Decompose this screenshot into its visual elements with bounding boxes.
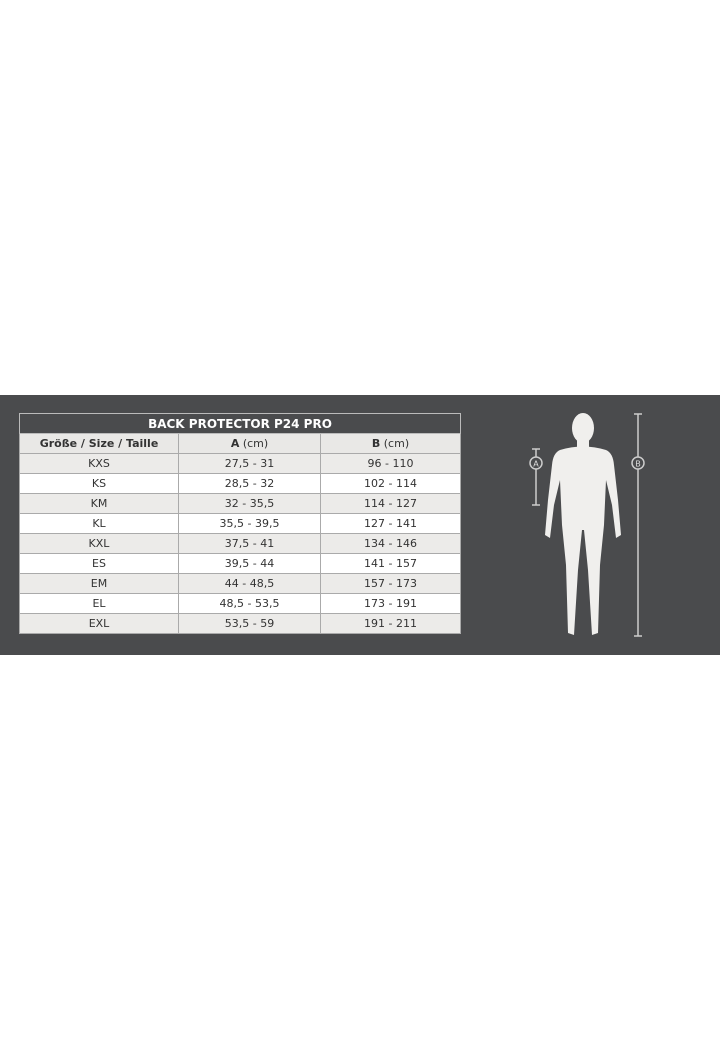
marker-a-circle (529, 456, 543, 470)
cell-b: 114 - 127 (320, 493, 461, 514)
size-chart-panel: BACK PROTECTOR P24 PRO Größe / Size / Ta… (0, 395, 720, 655)
human-silhouette (545, 413, 621, 635)
body-figure: A B (529, 413, 645, 637)
header-a: A (cm) (178, 433, 321, 454)
cell-b: 173 - 191 (320, 593, 461, 614)
cell-size: EL (19, 593, 179, 614)
cell-size: EM (19, 573, 179, 594)
cell-a: 44 - 48,5 (178, 573, 321, 594)
table-row: KM 32 - 35,5 114 - 127 (19, 493, 461, 514)
table-row: KL 35,5 - 39,5 127 - 141 (19, 513, 461, 534)
cell-size: EXL (19, 613, 179, 634)
header-size: Größe / Size / Taille (19, 433, 179, 454)
cell-size: ES (19, 553, 179, 574)
cell-a: 35,5 - 39,5 (178, 513, 321, 534)
cell-b: 127 - 141 (320, 513, 461, 534)
cell-a: 48,5 - 53,5 (178, 593, 321, 614)
cell-b: 191 - 211 (320, 613, 461, 634)
table-row: KXL 37,5 - 41 134 - 146 (19, 533, 461, 554)
table-row: ES 39,5 - 44 141 - 157 (19, 553, 461, 574)
marker-a: A (533, 460, 539, 469)
cell-size: KS (19, 473, 179, 494)
cell-size: KL (19, 513, 179, 534)
size-table: BACK PROTECTOR P24 PRO Größe / Size / Ta… (19, 413, 461, 634)
header-row: Größe / Size / Taille A (cm) B (cm) (19, 433, 461, 454)
cell-a: 37,5 - 41 (178, 533, 321, 554)
cell-size: KXS (19, 453, 179, 474)
header-b: B (cm) (320, 433, 461, 454)
cell-a: 39,5 - 44 (178, 553, 321, 574)
cell-b: 102 - 114 (320, 473, 461, 494)
cell-a: 28,5 - 32 (178, 473, 321, 494)
cell-a: 27,5 - 31 (178, 453, 321, 474)
table-row: KXS 27,5 - 31 96 - 110 (19, 453, 461, 474)
table-title: BACK PROTECTOR P24 PRO (19, 413, 461, 434)
table-row: KS 28,5 - 32 102 - 114 (19, 473, 461, 494)
table-row: EM 44 - 48,5 157 - 173 (19, 573, 461, 594)
marker-b-circle (631, 456, 645, 470)
cell-a: 32 - 35,5 (178, 493, 321, 514)
cell-b: 157 - 173 (320, 573, 461, 594)
table-row: EXL 53,5 - 59 191 - 211 (19, 613, 461, 634)
cell-a: 53,5 - 59 (178, 613, 321, 634)
cell-size: KM (19, 493, 179, 514)
cell-b: 141 - 157 (320, 553, 461, 574)
table-row: EL 48,5 - 53,5 173 - 191 (19, 593, 461, 614)
cell-size: KXL (19, 533, 179, 554)
cell-b: 134 - 146 (320, 533, 461, 554)
cell-b: 96 - 110 (320, 453, 461, 474)
marker-b: B (635, 460, 641, 469)
